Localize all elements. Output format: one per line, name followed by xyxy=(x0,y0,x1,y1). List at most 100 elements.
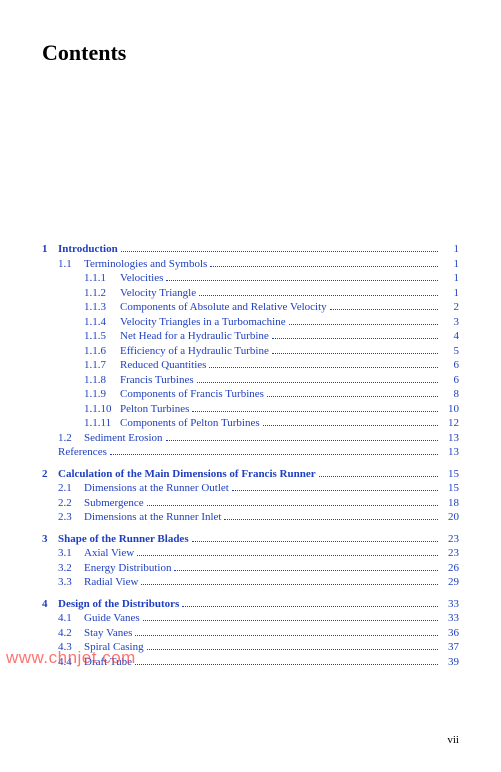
toc-entry-page: 18 xyxy=(441,496,459,511)
toc-entry-number: 4 xyxy=(42,597,58,612)
toc-entry[interactable]: 4Design of the Distributors 33 xyxy=(42,597,459,612)
toc-entry-number: 1.1.1 xyxy=(84,271,120,286)
toc-entry-number: 3.1 xyxy=(58,546,84,561)
toc-entry[interactable]: 3Shape of the Runner Blades23 xyxy=(42,532,459,547)
toc-entry-page: 1 xyxy=(441,257,459,272)
toc-leader xyxy=(319,469,438,477)
toc-entry-title: Dimensions at the Runner Inlet xyxy=(84,510,221,525)
toc-entry-title: Components of Pelton Turbines xyxy=(120,416,260,431)
toc-entry-number: 1.1.8 xyxy=(84,373,120,388)
toc-entry-title: Components of Francis Turbines xyxy=(120,387,264,402)
toc-entry[interactable]: 1.2Sediment Erosion 13 xyxy=(42,431,459,446)
table-of-contents: 1Introduction11.1Terminologies and Symbo… xyxy=(42,242,459,669)
toc-entry-page: 1 xyxy=(441,286,459,301)
toc-entry[interactable]: 1.1.4Velocity Triangles in a Turbomachin… xyxy=(42,315,459,330)
toc-entry-number: 3.2 xyxy=(58,561,84,576)
toc-entry[interactable]: 1.1.5Net Head for a Hydraulic Turbine4 xyxy=(42,329,459,344)
toc-leader xyxy=(135,628,438,636)
toc-leader xyxy=(143,614,438,622)
toc-leader xyxy=(147,643,438,651)
toc-entry[interactable]: 2.2Submergence 18 xyxy=(42,496,459,511)
toc-leader xyxy=(137,549,438,557)
toc-entry-page: 37 xyxy=(441,640,459,655)
toc-entry-page: 36 xyxy=(441,626,459,641)
toc-entry-title: Radial View xyxy=(84,575,138,590)
toc-leader xyxy=(135,657,438,665)
toc-leader xyxy=(232,484,438,492)
toc-entry[interactable]: 1.1.11Components of Pelton Turbines12 xyxy=(42,416,459,431)
toc-entry[interactable]: 3.3Radial View 29 xyxy=(42,575,459,590)
toc-entry-page: 13 xyxy=(441,431,459,446)
toc-entry-number: 2.1 xyxy=(58,481,84,496)
toc-entry-title: Guide Vanes xyxy=(84,611,140,626)
toc-leader xyxy=(166,433,438,441)
toc-entry-number: 1.1.4 xyxy=(84,315,120,330)
toc-entry[interactable]: 1.1.6Efficiency of a Hydraulic Turbine5 xyxy=(42,344,459,359)
toc-entry[interactable]: 2Calculation of the Main Dimensions of F… xyxy=(42,467,459,482)
toc-entry-page: 20 xyxy=(441,510,459,525)
toc-entry-number: 1.1.6 xyxy=(84,344,120,359)
toc-entry-page: 4 xyxy=(441,329,459,344)
toc-entry-page: 29 xyxy=(441,575,459,590)
toc-leader xyxy=(199,288,438,296)
toc-entry-number: 1.1.7 xyxy=(84,358,120,373)
toc-entry[interactable]: 1.1.2Velocity Triangle 1 xyxy=(42,286,459,301)
toc-entry-title: Components of Absolute and Relative Velo… xyxy=(120,300,327,315)
toc-entry-title: Dimensions at the Runner Outlet xyxy=(84,481,229,496)
toc-gap xyxy=(42,525,459,532)
toc-entry[interactable]: 4.1Guide Vanes33 xyxy=(42,611,459,626)
toc-entry-page: 10 xyxy=(441,402,459,417)
toc-leader xyxy=(182,599,438,607)
toc-leader xyxy=(210,259,438,267)
toc-entry[interactable]: 1.1.7Reduced Quantities6 xyxy=(42,358,459,373)
toc-entry[interactable]: 1.1.10Pelton Turbines10 xyxy=(42,402,459,417)
toc-entry-number: 3.3 xyxy=(58,575,84,590)
toc-entry-title: Velocity Triangle xyxy=(120,286,196,301)
toc-entry-title: Stay Vanes xyxy=(84,626,132,641)
toc-entry-number: 1.1.2 xyxy=(84,286,120,301)
toc-entry[interactable]: 2.1Dimensions at the Runner Outlet 15 xyxy=(42,481,459,496)
toc-entry[interactable]: 1Introduction1 xyxy=(42,242,459,257)
toc-entry-page: 13 xyxy=(441,445,459,460)
toc-leader xyxy=(289,317,438,325)
toc-entry[interactable]: 3.2Energy Distribution26 xyxy=(42,561,459,576)
toc-entry[interactable]: 1.1.9Components of Francis Turbines8 xyxy=(42,387,459,402)
toc-entry-page: 15 xyxy=(441,481,459,496)
toc-entry-page: 33 xyxy=(441,597,459,612)
toc-entry-title: Shape of the Runner Blades xyxy=(58,532,189,547)
toc-entry-number: 1.1.3 xyxy=(84,300,120,315)
toc-entry-page: 6 xyxy=(441,358,459,373)
toc-entry-title: Submergence xyxy=(84,496,144,511)
toc-entry[interactable]: 1.1Terminologies and Symbols1 xyxy=(42,257,459,272)
page: Contents 1Introduction11.1Terminologies … xyxy=(0,0,501,772)
toc-entry[interactable]: References13 xyxy=(42,445,459,460)
toc-leader xyxy=(272,346,438,354)
toc-entry[interactable]: 2.3Dimensions at the Runner Inlet 20 xyxy=(42,510,459,525)
toc-gap xyxy=(42,460,459,467)
toc-leader xyxy=(330,302,438,310)
toc-entry-number: 1.1 xyxy=(58,257,84,272)
toc-entry-title: Velocity Triangles in a Turbomachine xyxy=(120,315,286,330)
toc-entry[interactable]: 1.1.1Velocities 1 xyxy=(42,271,459,286)
toc-leader xyxy=(166,273,438,281)
toc-leader xyxy=(147,498,438,506)
toc-entry-number: 1.1.5 xyxy=(84,329,120,344)
toc-entry-page: 1 xyxy=(441,242,459,257)
toc-leader xyxy=(110,448,438,456)
toc-entry[interactable]: 3.1Axial View23 xyxy=(42,546,459,561)
toc-entry-number: 4.1 xyxy=(58,611,84,626)
toc-entry-number: 1.1.10 xyxy=(84,402,120,417)
toc-entry-title: Design of the Distributors xyxy=(58,597,179,612)
toc-entry-title: Velocities xyxy=(120,271,163,286)
toc-entry-number: 2.3 xyxy=(58,510,84,525)
toc-entry[interactable]: 4.2Stay Vanes36 xyxy=(42,626,459,641)
toc-entry-page: 1 xyxy=(441,271,459,286)
toc-leader xyxy=(267,390,438,398)
toc-entry-number: 2.2 xyxy=(58,496,84,511)
toc-entry-number: 1.2 xyxy=(58,431,84,446)
toc-leader xyxy=(224,513,438,521)
toc-entry[interactable]: 1.1.8Francis Turbines6 xyxy=(42,373,459,388)
toc-entry-title: Calculation of the Main Dimensions of Fr… xyxy=(58,467,316,482)
toc-entry[interactable]: 1.1.3Components of Absolute and Relative… xyxy=(42,300,459,315)
toc-entry-title: Sediment Erosion xyxy=(84,431,163,446)
